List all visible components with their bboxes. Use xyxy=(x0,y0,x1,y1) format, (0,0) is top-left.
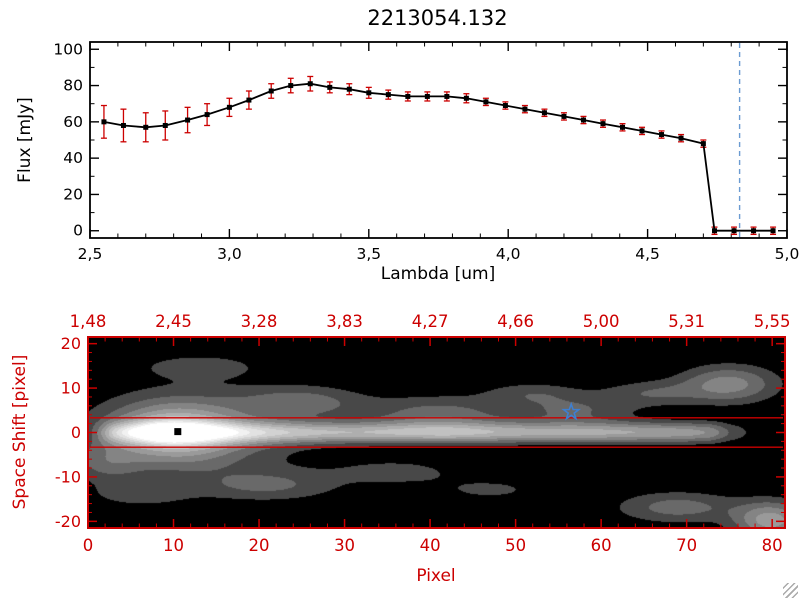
data-point-marker xyxy=(204,112,210,118)
data-point-marker xyxy=(751,228,757,234)
star-marker-icon xyxy=(561,401,582,421)
tick-label: -10 xyxy=(55,467,81,486)
tick-label: -20 xyxy=(55,512,81,531)
tick-label: 5,0 xyxy=(775,245,800,263)
data-point-marker xyxy=(600,121,606,127)
tick-label: 60 xyxy=(591,536,612,555)
data-point-marker xyxy=(620,124,626,130)
data-point-marker xyxy=(385,92,391,98)
data-point-marker xyxy=(424,93,430,99)
tick-label: 3,0 xyxy=(217,245,242,263)
data-point-marker xyxy=(483,99,489,105)
data-point-marker xyxy=(561,113,567,119)
tick-label: 80 xyxy=(762,536,783,555)
data-point-marker xyxy=(366,90,372,96)
tick-label: 50 xyxy=(505,536,526,555)
lambda-axis-label: Lambda [um] xyxy=(380,264,496,284)
tick-label: 80 xyxy=(63,77,83,95)
tick-label: 30 xyxy=(334,536,355,555)
data-point-marker xyxy=(246,97,252,103)
data-point-marker xyxy=(120,122,126,128)
tick-label: 60 xyxy=(63,113,83,131)
data-point-marker xyxy=(226,104,232,110)
tick-label: 1,48 xyxy=(70,312,107,331)
data-point-marker xyxy=(502,103,508,109)
data-point-marker xyxy=(327,84,333,90)
tick-label: 0 xyxy=(71,423,81,442)
data-point-marker xyxy=(101,119,107,125)
image-frame xyxy=(87,336,786,529)
tick-label: 40 xyxy=(63,149,83,167)
tick-label: 100 xyxy=(53,40,83,58)
data-point-marker xyxy=(143,124,149,130)
tick-label: 20 xyxy=(61,334,81,353)
pixel-axis-label: Pixel xyxy=(416,566,456,586)
flux-axis-label: Flux [mJy] xyxy=(15,97,35,183)
spectrum-line xyxy=(103,82,774,232)
data-point-marker xyxy=(463,95,469,101)
data-point-marker xyxy=(405,93,411,99)
space-shift-axis-label: Space Shift [pixel] xyxy=(10,354,30,510)
tick-label: 3,5 xyxy=(356,245,381,263)
data-point-marker xyxy=(678,135,684,141)
data-point-marker xyxy=(639,128,645,134)
tick-label: 4,0 xyxy=(496,245,521,263)
tick-label: 4,5 xyxy=(635,245,660,263)
page-title: 2213054.132 xyxy=(367,6,508,30)
tick-label: 4,27 xyxy=(412,312,449,331)
tick-label: 2,5 xyxy=(78,245,103,263)
data-point-marker xyxy=(185,117,191,123)
data-point-marker xyxy=(580,117,586,123)
data-point-marker xyxy=(162,122,168,128)
tick-label: 5,31 xyxy=(668,312,705,331)
spectral-image-canvas xyxy=(89,338,784,527)
tick-label: 10 xyxy=(61,379,81,398)
tick-label: 40 xyxy=(420,536,441,555)
resize-handle-icon[interactable] xyxy=(783,583,798,598)
tick-label: 5,55 xyxy=(754,312,791,331)
data-point-marker xyxy=(307,81,313,87)
data-point-marker xyxy=(346,86,352,92)
data-point-marker xyxy=(770,228,776,234)
tick-label: 4,66 xyxy=(497,312,534,331)
tick-label: 20 xyxy=(63,185,83,203)
source-position-marker xyxy=(174,428,182,436)
data-point-marker xyxy=(700,141,706,147)
tick-label: 3,83 xyxy=(326,312,363,331)
data-point-marker xyxy=(659,132,665,138)
tick-label: 10 xyxy=(163,536,184,555)
tick-label: 0 xyxy=(73,222,83,240)
tick-label: 2,45 xyxy=(155,312,192,331)
data-point-marker xyxy=(268,88,274,94)
data-point-marker xyxy=(444,93,450,99)
tick-label: 3,28 xyxy=(241,312,278,331)
tick-label: 20 xyxy=(249,536,270,555)
tick-label: 5,00 xyxy=(583,312,620,331)
data-point-marker xyxy=(541,110,547,116)
data-point-marker xyxy=(522,106,528,112)
data-point-marker xyxy=(712,228,718,234)
tick-label: 0 xyxy=(83,536,94,555)
data-point-marker xyxy=(288,83,294,89)
tick-label: 70 xyxy=(676,536,697,555)
data-point-marker xyxy=(731,228,737,234)
